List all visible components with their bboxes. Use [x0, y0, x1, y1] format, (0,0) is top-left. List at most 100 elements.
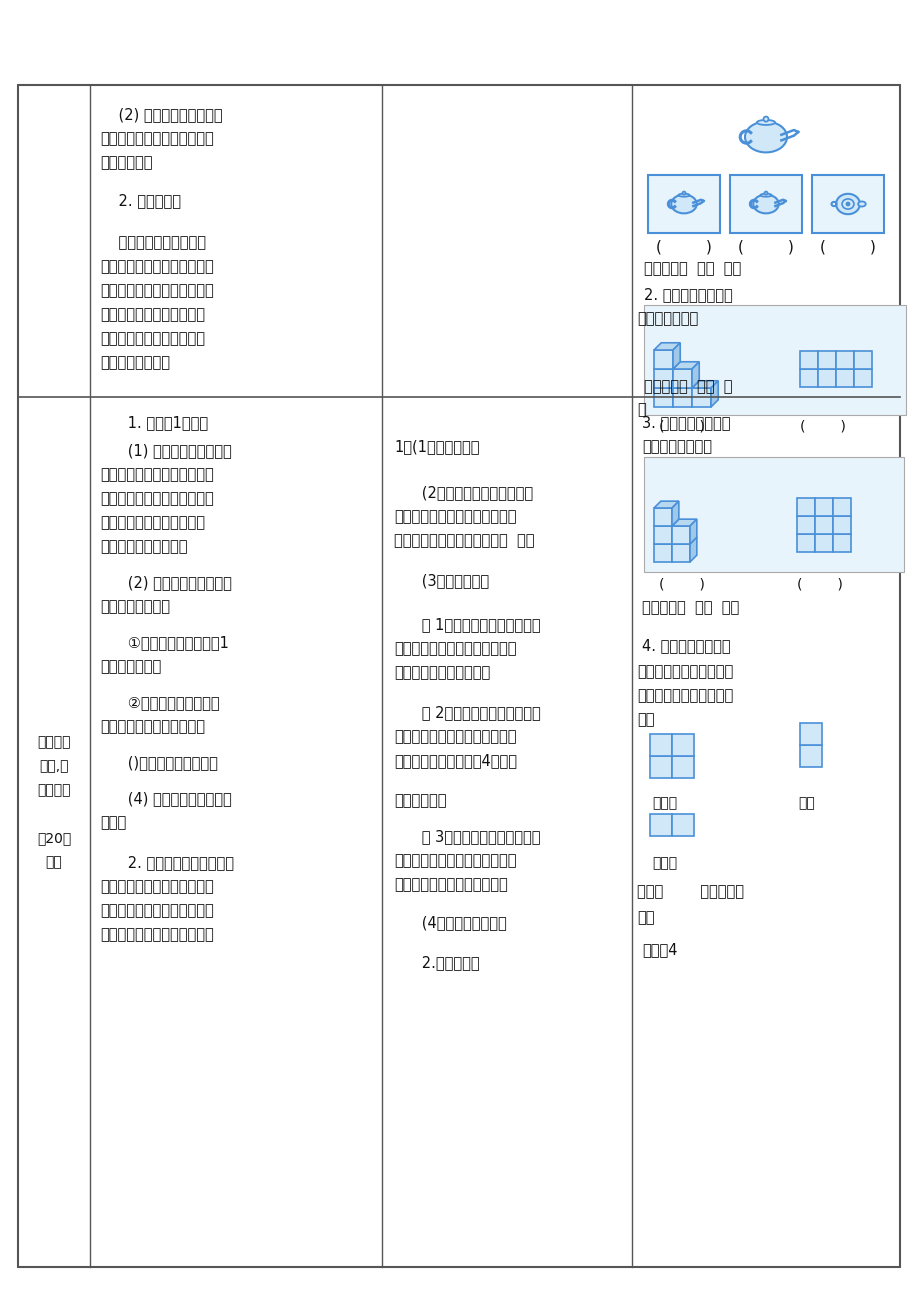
- Bar: [729, 174, 801, 233]
- Text: (3）汇报交流。: (3）汇报交流。: [393, 573, 489, 589]
- Text: 块并在本子上画出自己看到的  面。: 块并在本子上画出自己看到的 面。: [393, 533, 534, 548]
- Text: 你用（        ）个小正方: 你用（ ）个小正方: [636, 884, 743, 898]
- Polygon shape: [710, 380, 718, 408]
- Polygon shape: [689, 538, 696, 562]
- Text: 2. 师生共同总结：视线是: 2. 师生共同总结：视线是: [100, 855, 233, 870]
- Bar: [814, 534, 832, 552]
- Polygon shape: [653, 538, 678, 544]
- Text: 方形组成的。: 方形组成的。: [393, 793, 446, 809]
- Bar: [796, 516, 814, 534]
- Text: (        ): ( ): [658, 419, 704, 434]
- Text: 一连。: 一连。: [100, 815, 126, 829]
- Polygon shape: [671, 526, 689, 544]
- Text: 钟）: 钟）: [46, 855, 62, 868]
- Ellipse shape: [857, 202, 865, 207]
- Text: 方位所观察到的物体具体是: 方位所观察到的物体具体是: [100, 307, 205, 322]
- Text: (2) 为什么看上去不一样: (2) 为什么看上去不一样: [100, 107, 222, 122]
- Text: 同一个物体，看到的样子是不: 同一个物体，看到的样子是不: [100, 259, 213, 273]
- Text: ): ): [788, 240, 793, 254]
- Ellipse shape: [760, 194, 771, 197]
- Text: 从面看: 从面看: [652, 855, 676, 870]
- Text: ①用四个小方块按照例1: ①用四个小方块按照例1: [100, 635, 229, 650]
- Text: 体。: 体。: [636, 910, 653, 924]
- Polygon shape: [671, 501, 678, 526]
- Text: (4) 引导学生在课本上连: (4) 引导学生在课本上连: [100, 792, 232, 806]
- Text: 答案：上面  左面  前: 答案：上面 左面 前: [643, 379, 732, 395]
- Ellipse shape: [756, 120, 774, 125]
- Text: (: (: [819, 240, 825, 254]
- Circle shape: [845, 202, 849, 206]
- Text: 图形分别是她从什么位置看: 图形分别是她从什么位置看: [100, 516, 205, 530]
- Circle shape: [763, 117, 767, 121]
- Text: 答案：前面  左面  上面: 答案：前面 左面 上面: [643, 260, 741, 276]
- Polygon shape: [653, 544, 671, 562]
- Text: (1) 引导学生感知：小华: (1) 引导学生感知：小华: [100, 443, 232, 458]
- Polygon shape: [673, 362, 679, 388]
- Polygon shape: [653, 501, 678, 508]
- Bar: [814, 497, 832, 516]
- Text: 生 2：我站在组合图形的正前: 生 2：我站在组合图形的正前: [393, 704, 540, 720]
- Circle shape: [764, 191, 766, 195]
- Bar: [643, 305, 905, 415]
- Ellipse shape: [744, 121, 786, 152]
- Text: 察，看到一个面，是由三个小正: 察，看到一个面，是由三个小正: [393, 641, 516, 656]
- Text: 作感悟。: 作感悟。: [37, 783, 71, 797]
- Text: 看来从不同的角度观察: 看来从不同的角度观察: [100, 234, 206, 250]
- Polygon shape: [673, 362, 698, 368]
- Text: 同的。那么，你知道从不同的: 同的。那么，你知道从不同的: [100, 283, 213, 298]
- Text: ②让学生分别从它的前: ②让学生分别从它的前: [100, 695, 220, 710]
- Bar: [832, 534, 850, 552]
- Ellipse shape: [677, 194, 688, 197]
- Text: 方，从上面观察，看到的是一个: 方，从上面观察，看到的是一个: [393, 729, 516, 743]
- Polygon shape: [671, 544, 689, 562]
- Bar: [650, 756, 671, 779]
- Text: 生 3：我在组合图形的左面观: 生 3：我在组合图形的左面观: [393, 829, 540, 844]
- Polygon shape: [689, 519, 696, 544]
- Text: 小正方形组成的一个长方形。: 小正方形组成的一个长方形。: [393, 878, 507, 892]
- Text: 个建筑物呢？: 个建筑物呢？: [100, 155, 153, 171]
- Text: (2) 引导学生动手操作，: (2) 引导学生动手操作，: [100, 575, 232, 590]
- Polygon shape: [691, 380, 718, 388]
- Text: ): ): [869, 240, 875, 254]
- Text: 摆一摆，看一看。: 摆一摆，看一看。: [100, 599, 170, 615]
- Text: 答案：上面  前面  左面: 答案：上面 前面 左面: [641, 600, 739, 615]
- Bar: [800, 352, 817, 368]
- Bar: [835, 368, 853, 387]
- Text: 们就一起来研究。: 们就一起来研究。: [100, 355, 170, 370]
- Text: （20分: （20分: [37, 831, 71, 845]
- Ellipse shape: [841, 199, 853, 210]
- Text: (: (: [737, 240, 743, 254]
- Bar: [671, 734, 693, 756]
- Bar: [650, 814, 671, 836]
- Text: ): ): [705, 240, 711, 254]
- Text: (2）先动手拼摆，再分别从: (2）先动手拼摆，再分别从: [393, 486, 532, 500]
- Text: (: (: [655, 240, 661, 254]
- Text: (        ): ( ): [800, 419, 845, 434]
- Text: 垂直的，有的地方被遮住了看: 垂直的，有的地方被遮住了看: [100, 879, 213, 894]
- Bar: [832, 516, 850, 534]
- Bar: [811, 174, 883, 233]
- Polygon shape: [653, 368, 673, 388]
- Ellipse shape: [671, 195, 696, 214]
- Polygon shape: [653, 362, 679, 368]
- Text: 4. 下面是从不同位置: 4. 下面是从不同位置: [641, 638, 730, 654]
- Bar: [800, 745, 821, 767]
- Bar: [800, 368, 817, 387]
- Text: 面: 面: [636, 402, 645, 417]
- Ellipse shape: [835, 194, 859, 215]
- Polygon shape: [673, 380, 698, 388]
- Polygon shape: [653, 350, 673, 368]
- Polygon shape: [653, 508, 671, 526]
- Text: 什么样子吗？今天这节课我: 什么样子吗？今天这节课我: [100, 331, 205, 346]
- Text: ()集体讨论，生反馈。: ()集体讨论，生反馈。: [100, 755, 218, 769]
- Polygon shape: [653, 388, 673, 408]
- Text: 挡的地方不一样，那么从不同: 挡的地方不一样，那么从不同: [100, 927, 213, 943]
- Text: (        ): ( ): [796, 577, 842, 591]
- Bar: [650, 734, 671, 756]
- Text: 1．(1）说说方法。: 1．(1）说说方法。: [393, 439, 479, 454]
- Polygon shape: [653, 380, 679, 388]
- Text: 不到，从不同的角度看，被遮: 不到，从不同的角度看，被遮: [100, 904, 213, 918]
- Text: 它的前面、上面、左面观察小方: 它的前面、上面、左面观察小方: [393, 509, 516, 523]
- Polygon shape: [691, 362, 698, 388]
- Text: 2.总结发现。: 2.总结发现。: [393, 954, 479, 970]
